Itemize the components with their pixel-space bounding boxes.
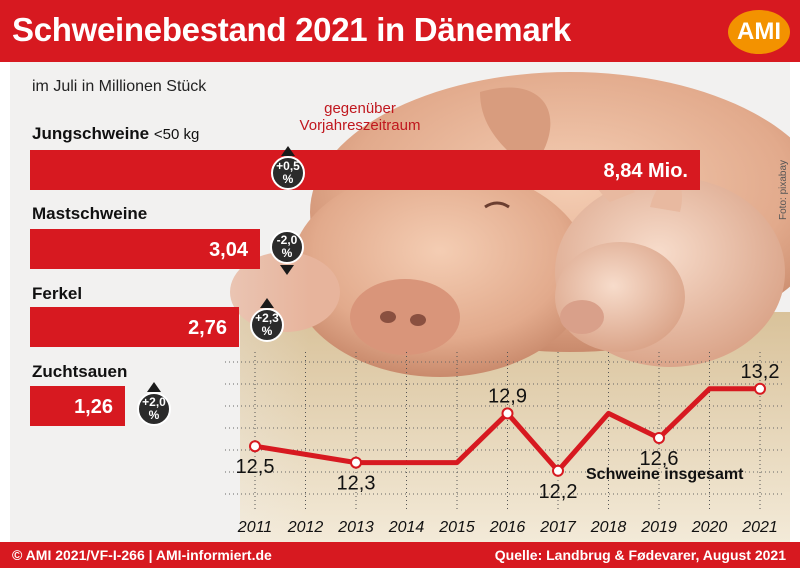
bar-jungschweine xyxy=(30,150,700,190)
x-tick-label: 2014 xyxy=(388,519,425,536)
header-bar: Schweinebestand 2021 in Dänemark AMI xyxy=(0,0,800,62)
change-value: -2,0 xyxy=(276,233,298,247)
bar-label-ferkel: Ferkel xyxy=(32,284,82,304)
bar-mastschweine xyxy=(30,229,260,269)
x-tick-label: 2018 xyxy=(590,519,627,536)
x-tick-label: 2017 xyxy=(539,519,577,536)
x-tick-label: 2011 xyxy=(237,519,272,536)
data-point xyxy=(501,407,514,420)
x-tick-label: 2015 xyxy=(438,519,475,536)
chart-title: Schweinebestand 2021 in Dänemark xyxy=(12,11,571,48)
pig-photo-image xyxy=(10,62,790,542)
x-tick-label: 2019 xyxy=(640,519,677,536)
data-label: 13,2 xyxy=(741,361,780,383)
bar-value-zuchtsauen: 1,26 xyxy=(74,396,113,418)
bar-label-text: Zuchtsauen xyxy=(32,362,128,381)
bar-label-mastschweine: Mastschweine xyxy=(32,204,147,224)
change-badge-jungschweine: +0,5 % xyxy=(271,156,305,190)
copyright-text: © AMI 2021/VF-I-266 | AMI-informiert.de xyxy=(12,547,272,563)
bar-label-unit: <50 kg xyxy=(153,126,200,143)
footer-bar: © AMI 2021/VF-I-266 | AMI-informiert.de … xyxy=(0,542,800,568)
bar-zuchtsauen xyxy=(30,386,125,426)
bar-ferkel xyxy=(30,307,239,347)
bar-label-text: Mastschweine xyxy=(32,204,148,223)
bar-label-jungschweine: Jungschweine <50 kg xyxy=(32,124,199,144)
arrow-up-icon xyxy=(260,298,274,308)
series-label: Schweine insgesamt xyxy=(586,466,744,483)
x-tick-label: 2012 xyxy=(287,519,324,536)
x-tick-label: 2016 xyxy=(489,519,526,536)
chart-subtitle: im Juli in Millionen Stück xyxy=(32,78,207,95)
data-label: 12,9 xyxy=(488,385,527,407)
data-point xyxy=(552,464,564,477)
x-tick-label: 2021 xyxy=(741,519,778,536)
arrow-down-icon xyxy=(280,265,294,275)
source-text: Quelle: Landbrug & Fødevarer, August 202… xyxy=(494,547,786,563)
bar-value-jungschweine: 8,84 Mio. xyxy=(603,160,688,182)
data-label: 12,6 xyxy=(640,448,679,470)
bar-value-ferkel: 2,76 xyxy=(188,317,227,339)
change-badge-zuchtsauen: +2,0 % xyxy=(137,392,171,426)
data-point xyxy=(249,440,261,453)
x-tick-label: 2013 xyxy=(337,519,374,536)
bar-label-text: Ferkel xyxy=(32,284,83,303)
bar-value-mastschweine: 3,04 xyxy=(209,239,248,261)
arrow-up-icon xyxy=(147,382,161,392)
arrow-up-icon xyxy=(281,146,295,156)
change-value: +2,3 xyxy=(255,311,279,325)
data-label: 12,2 xyxy=(539,481,578,503)
x-tick-label: 2020 xyxy=(691,519,728,536)
data-point xyxy=(350,456,362,469)
change-unit: % xyxy=(281,246,293,260)
change-value: +0,5 xyxy=(276,159,300,173)
change-value: +2,0 xyxy=(142,395,166,409)
change-note: gegenüber Vorjahreszeitraum xyxy=(299,100,421,134)
change-unit: % xyxy=(282,172,294,186)
ami-logo: AMI xyxy=(728,10,790,54)
data-point xyxy=(754,382,766,395)
change-unit: % xyxy=(148,408,160,422)
change-badge-ferkel: +2,3 % xyxy=(250,308,284,342)
data-label: 12,3 xyxy=(337,473,376,495)
data-label: 12,5 xyxy=(236,456,275,478)
bar-label-text: Jungschweine xyxy=(32,124,150,143)
data-point xyxy=(653,432,665,444)
change-badge-mastschweine: -2,0 % xyxy=(270,230,304,264)
bar-label-zuchtsauen: Zuchtsauen xyxy=(32,362,127,382)
change-unit: % xyxy=(261,324,273,338)
